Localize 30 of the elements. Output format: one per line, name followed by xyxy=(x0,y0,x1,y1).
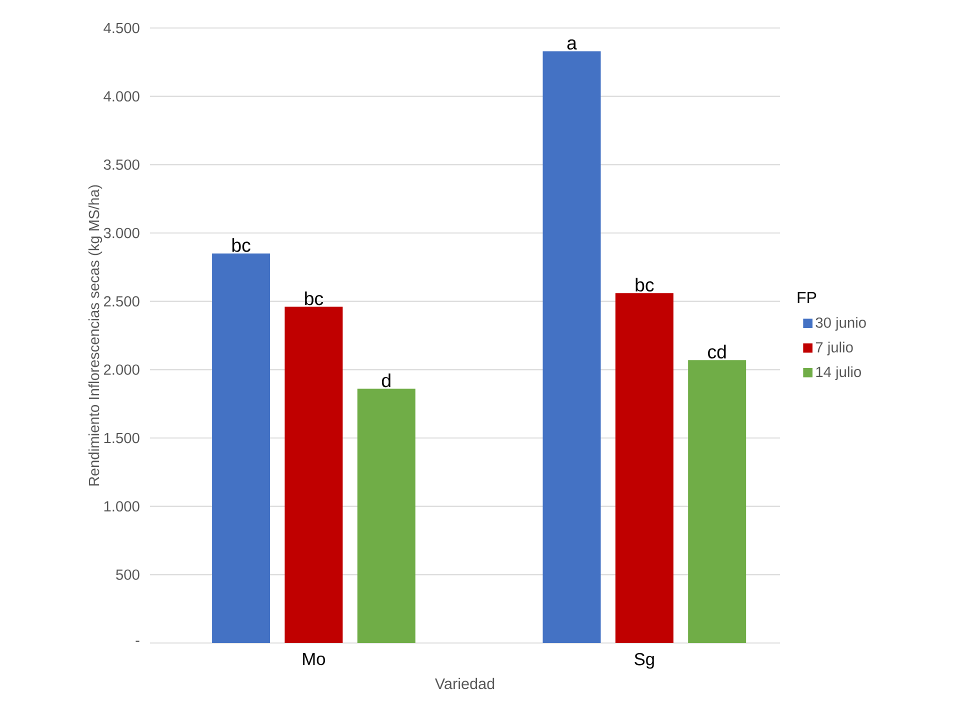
data-label: cd xyxy=(708,344,726,359)
y-tick-label: 1.000 xyxy=(104,501,140,512)
y-tick-label: 3.500 xyxy=(104,159,140,170)
legend-label: 7 julio xyxy=(816,342,853,356)
x-axis-title: Variedad xyxy=(434,678,494,690)
x-tick-label: Sg xyxy=(634,653,654,669)
y-tick-label: 4.500 xyxy=(104,22,140,34)
legend-label: 30 junio xyxy=(816,317,866,331)
y-axis-title: Rendimiento Inflorescencias secas (kg MS/ha) xyxy=(88,185,102,486)
bar xyxy=(542,51,601,643)
bar xyxy=(615,293,674,643)
bar xyxy=(284,306,343,643)
data-label: bc xyxy=(232,238,250,252)
y-tick-label: - xyxy=(136,640,140,642)
legend-label: 14 julio xyxy=(816,366,861,380)
data-label: bc xyxy=(305,291,324,306)
x-tick-label: Mo xyxy=(303,653,326,666)
y-tick-label: 500 xyxy=(116,569,140,580)
y-tick-label: 2.500 xyxy=(104,296,140,307)
data-label: d xyxy=(382,373,390,388)
y-tick-label: 1.500 xyxy=(104,432,140,444)
bar xyxy=(688,360,746,643)
y-tick-label: 4.000 xyxy=(104,91,140,102)
data-label: bc xyxy=(636,278,654,292)
bar xyxy=(357,388,416,643)
legend-title: FP xyxy=(798,292,816,304)
data-label: a xyxy=(567,39,577,50)
y-tick-label: 2.000 xyxy=(104,364,140,375)
y-tick-label: 3.000 xyxy=(104,228,140,238)
bar xyxy=(212,254,270,643)
